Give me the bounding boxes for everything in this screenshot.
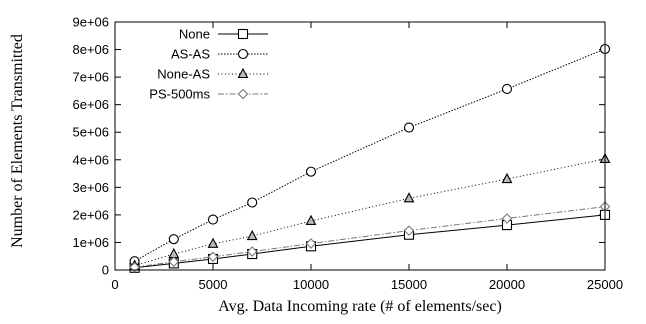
y-tick-label: 0 — [102, 263, 109, 278]
legend-item: None — [179, 27, 268, 42]
x-tick-label: 0 — [111, 277, 118, 292]
x-tick-label: 25000 — [587, 277, 623, 292]
data-point — [207, 214, 219, 225]
y-tick-labels: 0 1e+06 2e+06 3e+06 4e+06 5e+06 6e+06 7e+06 8e+0… — [72, 15, 109, 278]
legend-label: None — [179, 27, 210, 42]
legend-marker — [237, 48, 249, 60]
legend-item: None-AS — [157, 67, 268, 82]
data-point — [207, 237, 219, 248]
series-line — [134, 48, 606, 262]
data-point — [305, 166, 317, 177]
data-point — [403, 192, 415, 203]
series-line — [134, 206, 606, 268]
y-tick-label: 8e+06 — [72, 42, 109, 57]
data-point — [168, 256, 180, 268]
data-point — [247, 197, 258, 208]
x-tick-label: 10000 — [293, 277, 329, 292]
data-point — [305, 214, 317, 226]
legend-item: AS-AS — [171, 47, 268, 62]
legend-label: PS-500ms — [149, 87, 210, 102]
y-tick-label: 7e+06 — [72, 70, 109, 85]
data-point — [246, 246, 258, 257]
data-point — [305, 238, 317, 249]
legend-label: None-AS — [157, 67, 210, 82]
x-tick-labels: 0 5000 10000 15000 20000 25000 — [111, 277, 623, 292]
legend: None AS-AS None-AS PS-500ms — [149, 27, 268, 102]
x-axis-title: Avg. Data Incoming rate (# of elements/s… — [218, 298, 502, 315]
x-tick-label: 20000 — [489, 277, 525, 292]
y-axis-title: Number of Elements Transmitted — [9, 34, 26, 248]
plot-frame — [114, 21, 606, 271]
y-tick-label: 6e+06 — [72, 97, 109, 112]
data-point — [246, 229, 258, 241]
x-tick-label: 5000 — [199, 277, 228, 292]
data-point — [501, 83, 513, 95]
y-tick-label: 9e+06 — [72, 15, 109, 30]
data-point — [501, 213, 513, 224]
data-point — [207, 251, 219, 263]
legend-marker — [237, 88, 249, 100]
data-point — [168, 247, 180, 259]
legend-item: PS-500ms — [149, 87, 268, 102]
series-none-as — [129, 152, 611, 270]
legend-marker — [237, 67, 249, 79]
data-point — [403, 225, 415, 236]
y-tick-label: 5e+06 — [72, 125, 109, 140]
series-line — [134, 158, 606, 267]
series-ps-500ms — [129, 201, 611, 273]
x-tick-label: 15000 — [391, 277, 427, 292]
series-none — [129, 209, 611, 273]
legend-label: AS-AS — [171, 47, 210, 62]
data-point — [168, 234, 179, 245]
data-point — [501, 172, 513, 184]
data-point — [129, 261, 140, 273]
data-point — [403, 122, 415, 133]
y-tick-label: 1e+06 — [72, 235, 109, 250]
legend-marker — [237, 28, 249, 40]
y-tick-label: 4e+06 — [72, 152, 109, 167]
y-tick-label: 2e+06 — [72, 207, 109, 222]
y-tick-label: 3e+06 — [72, 180, 109, 195]
series-line — [134, 214, 606, 269]
